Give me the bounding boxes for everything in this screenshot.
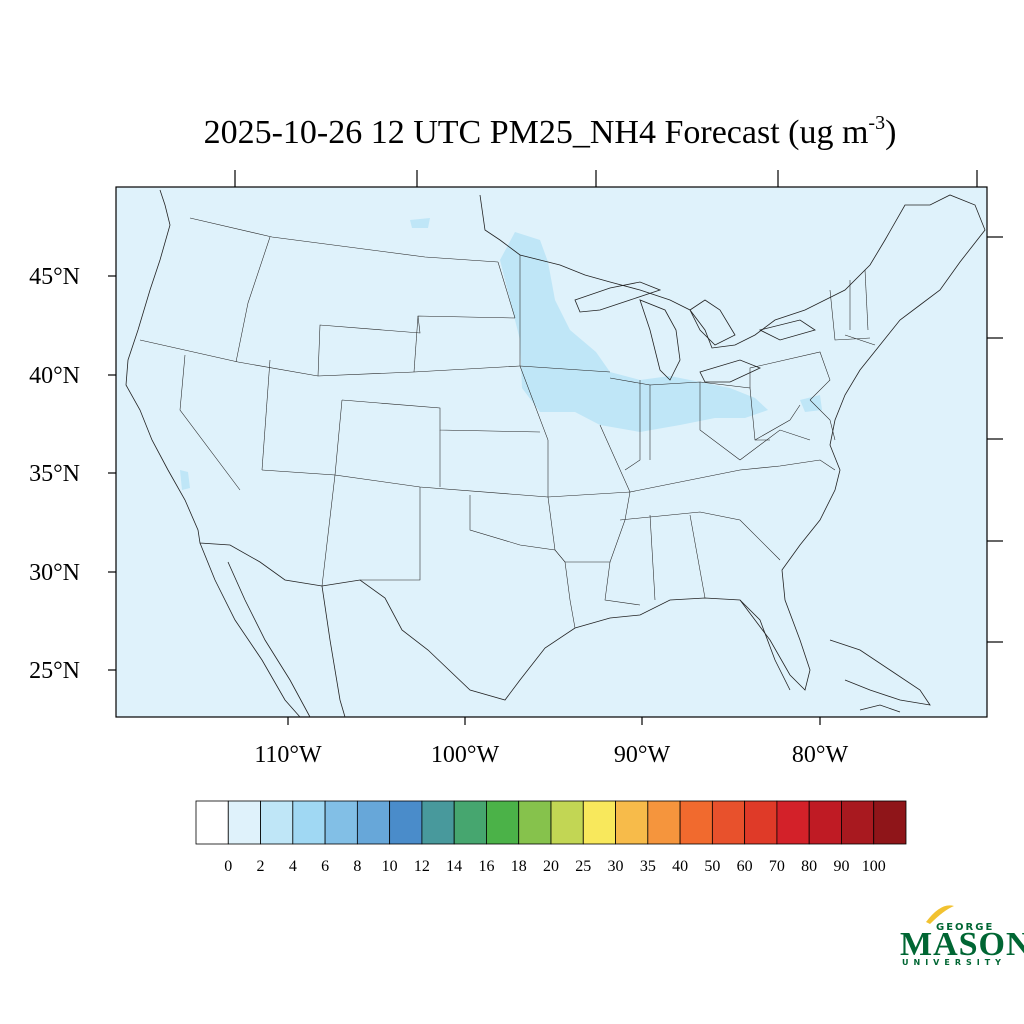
colorbar-label: 0	[224, 858, 232, 875]
colorbar-swatch	[841, 800, 875, 845]
colorbar-label: 40	[672, 858, 688, 875]
colorbar-swatch	[356, 800, 391, 845]
colorbar-swatch	[292, 800, 326, 845]
map-title-close: )	[885, 114, 897, 151]
colorbar-swatch	[518, 800, 552, 845]
gmu-george-text: GEORGE	[936, 922, 995, 933]
colorbar-label: 2	[257, 858, 265, 875]
colorbar-swatch	[711, 800, 746, 845]
colorbar-label: 4	[289, 858, 297, 875]
map-title-exponent: -3	[868, 112, 886, 134]
gmu-logo: GEORGE MASON UNIVERSITY	[896, 900, 1024, 970]
lat-label-25: 25°N	[29, 658, 80, 684]
map-frame	[115, 186, 988, 718]
lat-label-45: 45°N	[29, 264, 80, 290]
state-borders	[139, 217, 876, 629]
colorbar-swatch	[453, 800, 487, 845]
colorbar-swatch	[550, 800, 584, 845]
colorbar-label: 6	[321, 858, 329, 875]
map-title: 2025-10-26 12 UTC PM25_NH4 Forecast (ug …	[0, 112, 1024, 152]
plume-patch-west	[180, 470, 190, 490]
colorbar-swatch	[744, 800, 778, 845]
lat-label-30: 30°N	[29, 560, 80, 586]
colorbar-swatch	[324, 800, 358, 845]
colorbar-swatch	[421, 800, 455, 845]
map-title-text: 2025-10-26 12 UTC PM25_NH4 Forecast (ug …	[203, 114, 869, 151]
lat-label-35: 35°N	[29, 461, 80, 487]
colorbar: 0 2 4 6 8 10 12 14 16 18 20 25 30 35 40 50 60 70 80 90 100	[195, 800, 907, 875]
lon-label-90: 90°W	[614, 742, 671, 768]
colorbar-label: 90	[833, 858, 849, 875]
colorbar-label: 100	[862, 858, 886, 875]
colorbar-swatch	[260, 800, 294, 845]
colorbar-swatch	[647, 800, 681, 845]
colorbar-swatch	[389, 800, 423, 845]
plume-patch-east	[800, 395, 822, 412]
plume-patch-north	[410, 218, 430, 228]
colorbar-label: 12	[414, 858, 430, 875]
gmu-university-text: UNIVERSITY	[902, 958, 1006, 967]
colorbar-swatch	[195, 800, 229, 845]
colorbar-swatch	[227, 800, 261, 845]
colorbar-label: 25	[575, 858, 591, 875]
lat-label-40: 40°N	[29, 363, 80, 389]
colorbar-swatch	[679, 800, 713, 845]
colorbar-label: 60	[737, 858, 753, 875]
colorbar-swatch	[615, 800, 649, 845]
colorbar-swatch	[486, 800, 520, 845]
axis-ticks	[108, 170, 1003, 725]
colorbar-label: 70	[769, 858, 785, 875]
lon-label-80: 80°W	[792, 742, 849, 768]
colorbar-label: 50	[704, 858, 720, 875]
colorbar-label: 30	[608, 858, 624, 875]
colorbar-label: 16	[478, 858, 494, 875]
colorbar-swatch	[873, 800, 907, 845]
colorbar-label: 14	[446, 858, 462, 875]
lon-label-100: 100°W	[431, 742, 500, 768]
colorbar-swatch	[808, 800, 842, 845]
colorbar-label: 35	[640, 858, 656, 875]
colorbar-swatch	[582, 800, 616, 845]
colorbar-label: 8	[353, 858, 361, 875]
colorbar-swatch	[776, 800, 810, 845]
colorbar-label: 80	[801, 858, 817, 875]
gmu-swoosh-icon	[926, 905, 954, 924]
concentration-plume	[180, 218, 822, 490]
gmu-mason-text: MASON	[900, 926, 1024, 963]
colorbar-label: 10	[382, 858, 398, 875]
colorbar-label: 20	[543, 858, 559, 875]
colorbar-label: 18	[511, 858, 527, 875]
coastlines	[125, 189, 986, 718]
lon-label-110: 110°W	[254, 742, 322, 768]
plume-region	[500, 232, 768, 432]
